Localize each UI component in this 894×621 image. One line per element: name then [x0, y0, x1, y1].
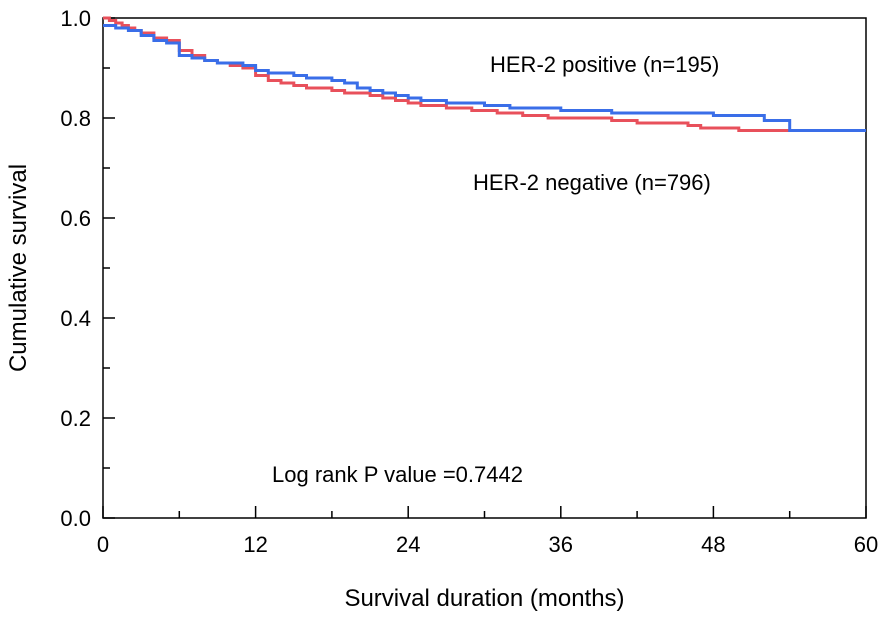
y-axis-ticks: 0.0 0.2 0.4 0.6 0.8 1.0 — [60, 6, 115, 531]
y-tick-label: 0.2 — [60, 406, 91, 431]
y-tick-label: 0.0 — [60, 506, 91, 531]
y-tick-label: 1.0 — [60, 6, 91, 31]
y-tick-label: 0.8 — [60, 106, 91, 131]
y-tick-label: 0.4 — [60, 306, 91, 331]
y-tick-label: 0.6 — [60, 206, 91, 231]
pvalue-annotation: Log rank P value =0.7442 — [272, 462, 523, 487]
x-tick-label: 48 — [701, 532, 725, 557]
series-layer — [103, 16, 866, 132]
x-tick-label: 36 — [549, 532, 573, 557]
her2-negative-label: HER-2 negative (n=796) — [473, 170, 711, 195]
x-tick-label: 24 — [396, 532, 420, 557]
plot-area-frame — [102, 17, 867, 519]
her2-positive-curve — [103, 24, 866, 132]
x-tick-label: 0 — [97, 532, 109, 557]
x-tick-label: 60 — [854, 532, 878, 557]
her2-positive-label: HER-2 positive (n=195) — [490, 52, 719, 77]
y-axis-title: Cumulative survival — [5, 164, 32, 372]
x-tick-label: 12 — [243, 532, 267, 557]
x-axis-title: Survival duration (months) — [344, 585, 624, 612]
x-axis-ticks: 0 12 24 36 48 60 — [97, 506, 878, 557]
her2-negative-curve — [103, 16, 866, 132]
